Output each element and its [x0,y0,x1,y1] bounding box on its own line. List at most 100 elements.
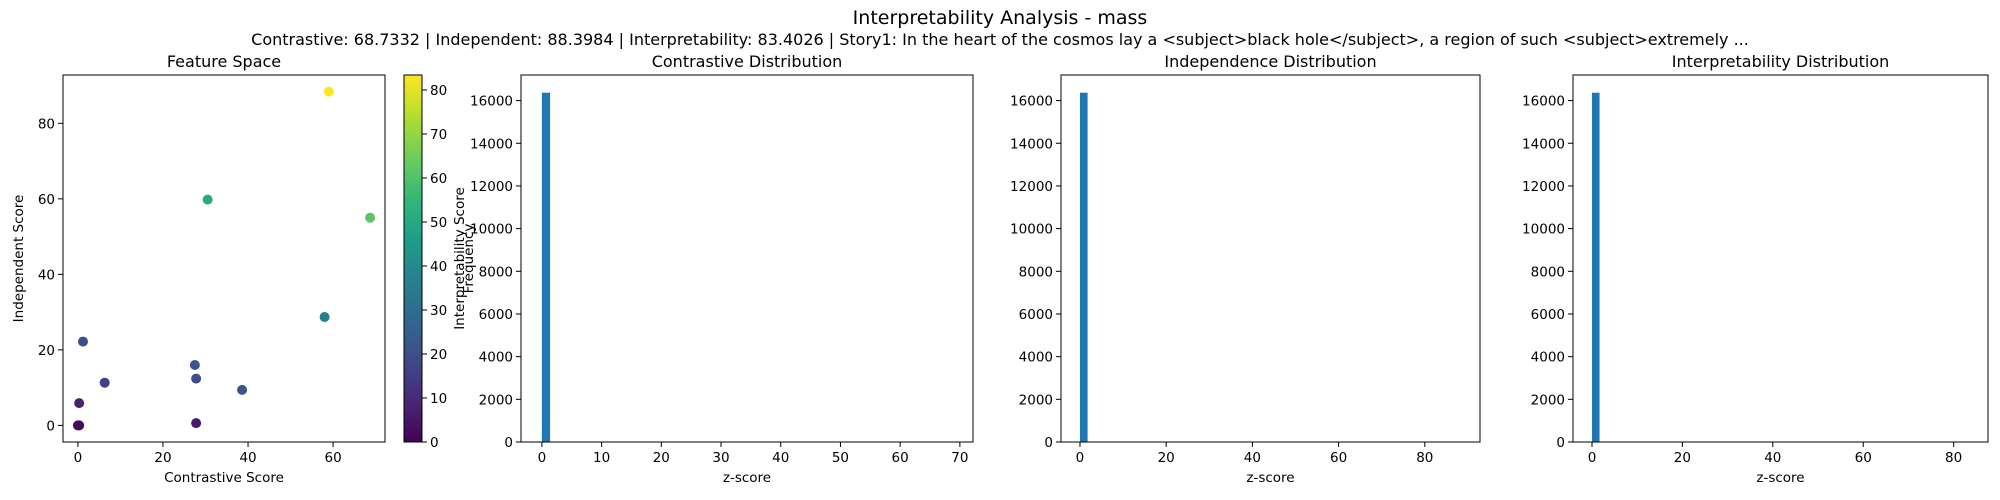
colorbar-tick-label: 20 [430,347,447,363]
y-tick-label: 4000 [1531,350,1565,366]
colorbar-tick-label: 40 [430,259,447,275]
y-tick-label: 0 [1556,435,1565,451]
y-tick-label: 2000 [479,392,513,408]
x-axis-label: z-score [723,470,771,486]
scatter-point [202,194,213,205]
y-tick-label: 0 [504,435,513,451]
y-tick-label: 12000 [1010,179,1053,195]
y-tick-label: 6000 [1019,307,1053,323]
scatter-point [237,384,248,395]
colorbar-tick-label: 0 [430,435,439,451]
y-tick-label: 16000 [1010,94,1053,110]
y-tick-label: 2000 [1531,392,1565,408]
scatter-point [191,373,202,384]
x-tick-label: 40 [1244,450,1261,466]
histogram-bar [541,92,551,442]
scatter-point [191,418,202,429]
colorbar-tick-label: 50 [430,215,447,231]
feature-space-panel: Feature Space 0 20 40 60 0 20 40 60 80 Contrastive… [11,52,468,486]
scatter-point [323,86,334,97]
histogram-bar [1079,92,1088,442]
x-tick-label: 20 [154,450,171,466]
y-tick-label: 8000 [1019,264,1053,280]
x-tick-label: 20 [653,450,670,466]
x-tick-label: 20 [1158,450,1175,466]
y-tick-label: 12000 [1522,179,1565,195]
x-tick-label: 40 [239,450,256,466]
plot-frame [1060,74,1481,443]
figure-title: Interpretability Analysis - mass [852,7,1148,29]
y-tick-label: 20 [38,343,55,359]
y-tick-label: 16000 [1522,94,1565,110]
interpretability-distribution-panel: Interpretability Distribution 0 20 40 60 80 0 2… [1522,52,1989,486]
plot-frame [1572,74,1989,443]
x-tick-label: 0 [538,450,547,466]
scatter-point [319,312,330,323]
figure-subtitle: Contrastive: 68.7332 | Independent: 88.3… [251,30,1749,49]
x-tick-label: 30 [712,450,729,466]
panel-title: Independence Distribution [1164,52,1376,71]
y-tick-label: 10000 [1010,222,1053,238]
scatter-point [99,377,110,388]
panel-title: Contrastive Distribution [652,52,843,71]
scatter-point [189,359,200,370]
y-tick-label: 16000 [470,94,513,110]
y-tick-label: 80 [38,116,55,132]
x-tick-label: 0 [74,450,83,466]
x-tick-label: 40 [772,450,789,466]
y-tick-label: 4000 [1019,350,1053,366]
x-tick-label: 50 [832,450,849,466]
colorbar-tick-label: 10 [430,391,447,407]
y-tick-label: 0 [46,418,55,434]
independence-distribution-panel: Independence Distribution 0 20 40 60 80 0 2000 4… [1010,52,1481,486]
y-tick-label: 14000 [470,136,513,152]
y-tick-label: 12000 [470,179,513,195]
plot-frame [520,74,974,443]
contrastive-distribution-panel: Contrastive Distribution 0 10 20 30 40 50 60 70 0… [461,52,974,486]
y-tick-label: 8000 [1531,264,1565,280]
y-axis-label: Independent Score [11,195,27,323]
scatter-point [77,336,88,347]
y-tick-label: 8000 [479,264,513,280]
x-tick-label: 20 [1674,450,1691,466]
x-tick-label: 80 [1945,450,1962,466]
colorbar [403,74,423,443]
colorbar-tick-label: 30 [430,303,447,319]
y-tick-label: 0 [1044,435,1053,451]
y-axis-label: Frequency [461,224,477,294]
x-tick-label: 40 [1764,450,1781,466]
x-tick-label: 0 [1588,450,1597,466]
x-tick-label: 80 [1416,450,1433,466]
y-tick-label: 14000 [1010,136,1053,152]
scatter-point [74,420,85,431]
plot-frame [62,74,386,443]
colorbar-tick-label: 70 [430,127,447,143]
histogram-bar [1591,92,1600,442]
y-tick-label: 60 [38,192,55,208]
colorbar-label: Interpretability Score [452,187,468,330]
x-tick-label: 60 [1330,450,1347,466]
x-tick-label: 70 [951,450,968,466]
colorbar-tick-label: 60 [430,171,447,187]
x-tick-label: 60 [325,450,342,466]
y-tick-label: 4000 [479,350,513,366]
y-tick-label: 6000 [479,307,513,323]
x-tick-label: 10 [593,450,610,466]
y-tick-label: 14000 [1522,136,1565,152]
y-tick-label: 6000 [1531,307,1565,323]
panel-title: Feature Space [167,52,281,71]
scatter-point [365,212,376,223]
y-tick-label: 40 [38,267,55,283]
y-tick-label: 10000 [1522,222,1565,238]
scatter-point [74,398,85,409]
colorbar-tick-label: 80 [430,83,447,99]
x-tick-label: 60 [892,450,909,466]
y-tick-label: 10000 [470,222,513,238]
y-tick-label: 2000 [1019,392,1053,408]
x-axis-label: Contrastive Score [164,470,284,486]
x-axis-label: z-score [1246,470,1294,486]
panel-title: Interpretability Distribution [1672,52,1890,71]
x-tick-label: 0 [1076,450,1085,466]
x-tick-label: 60 [1855,450,1872,466]
